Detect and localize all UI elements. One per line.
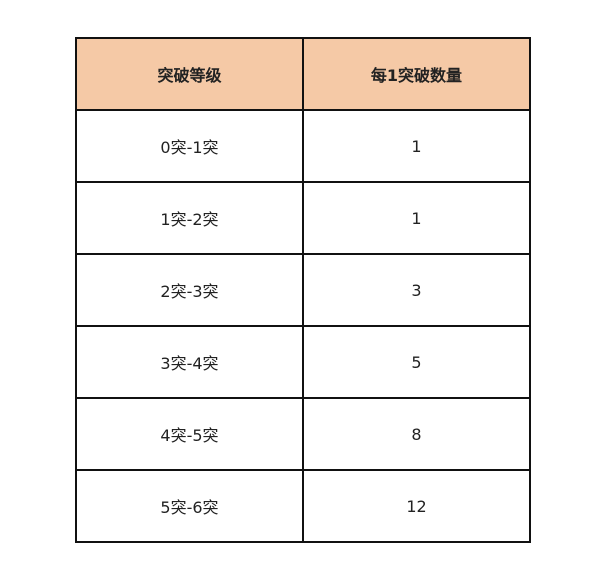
quantity-cell: 3: [302, 253, 531, 327]
header-level: 突破等级: [75, 37, 304, 111]
header-quantity: 每1突破数量: [302, 37, 531, 111]
quantity-cell: 1: [302, 109, 531, 183]
quantity-cell: 8: [302, 397, 531, 471]
table-row: 5突-6突 12: [75, 469, 531, 543]
table-row: 0突-1突 1: [75, 109, 531, 183]
quantity-cell: 12: [302, 469, 531, 543]
table-row: 4突-5突 8: [75, 397, 531, 471]
level-cell: 4突-5突: [75, 397, 304, 471]
level-cell: 0突-1突: [75, 109, 304, 183]
header-row: 突破等级 每1突破数量: [75, 37, 531, 111]
table-row: 2突-3突 3: [75, 253, 531, 327]
quantity-cell: 1: [302, 181, 531, 255]
level-cell: 5突-6突: [75, 469, 304, 543]
table-row: 1突-2突 1: [75, 181, 531, 255]
breakthrough-table: 突破等级 每1突破数量 0突-1突 1 1突-2突 1 2突-3突 3 3突-4突 5 …: [75, 37, 531, 543]
quantity-cell: 5: [302, 325, 531, 399]
table-row: 3突-4突 5: [75, 325, 531, 399]
level-cell: 1突-2突: [75, 181, 304, 255]
level-cell: 3突-4突: [75, 325, 304, 399]
level-cell: 2突-3突: [75, 253, 304, 327]
